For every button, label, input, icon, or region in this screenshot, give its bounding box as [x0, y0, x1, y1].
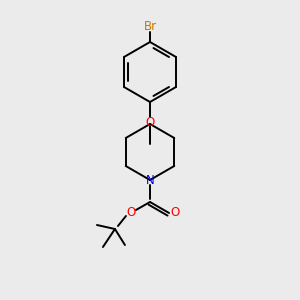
Text: O: O: [170, 206, 180, 220]
Text: Br: Br: [143, 20, 157, 32]
Text: N: N: [146, 173, 154, 187]
Text: O: O: [146, 116, 154, 128]
Text: O: O: [126, 206, 136, 220]
